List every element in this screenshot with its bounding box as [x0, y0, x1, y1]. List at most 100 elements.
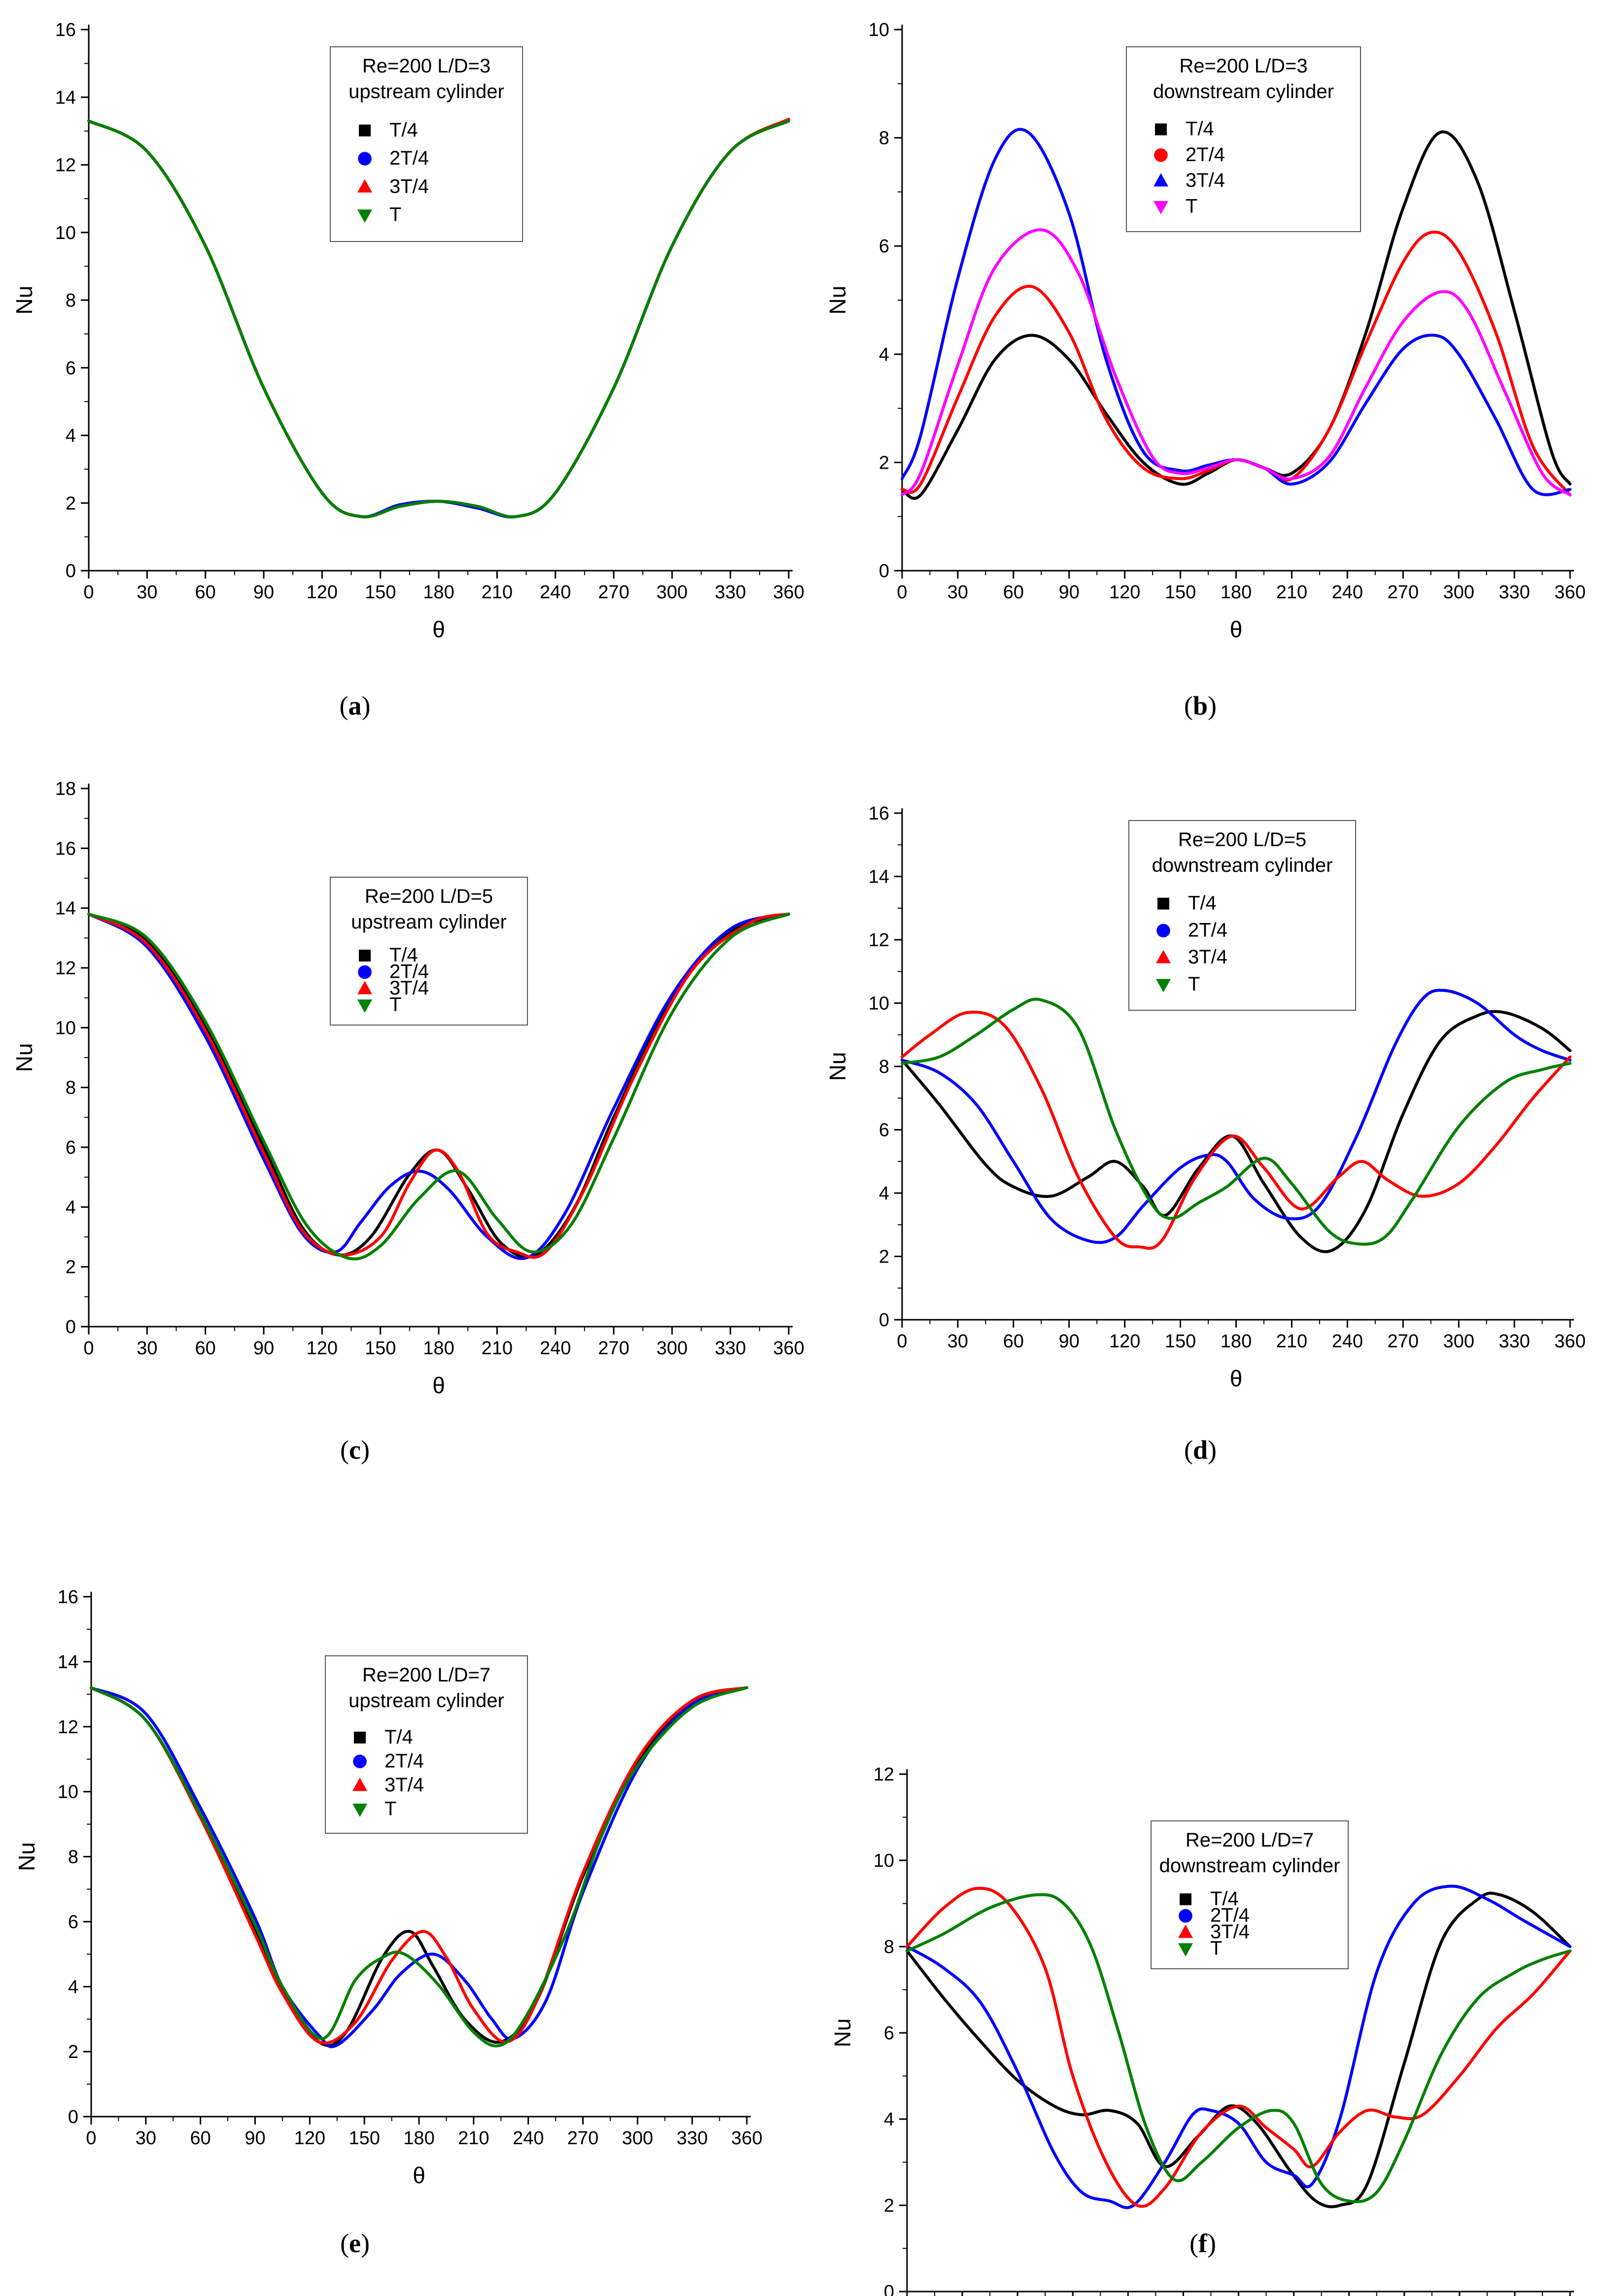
- legend-marker: [1178, 1943, 1193, 1957]
- series-line-2t-4: [90, 1686, 748, 2049]
- legend-entry-label: T: [389, 994, 401, 1016]
- legend-marker: [358, 965, 372, 979]
- y-tick-label: 0: [884, 2282, 894, 2296]
- y-tick-label: 4: [879, 344, 889, 365]
- caption-letter: c: [349, 1435, 361, 1465]
- x-tick-label: 90: [253, 1338, 274, 1359]
- legend-marker: [359, 124, 371, 137]
- x-tick-label: 180: [423, 582, 454, 603]
- series-line-t: [90, 1686, 748, 2048]
- legend-title: downstream cylinder: [1153, 81, 1334, 103]
- legend-box: [1126, 46, 1361, 232]
- x-tick-label: 150: [349, 2128, 380, 2149]
- x-tick-label: 330: [676, 2128, 707, 2149]
- legend-marker: [1178, 1924, 1193, 1938]
- y-tick-label: 4: [68, 1977, 78, 1997]
- series-line-t: [906, 1893, 1572, 2203]
- panel-caption: (a): [340, 691, 371, 720]
- legend-box: [330, 46, 523, 242]
- legend-title: downstream cylinder: [1152, 855, 1333, 876]
- x-tick-label: 360: [1554, 582, 1585, 603]
- legend-entry-label: 3T/4: [389, 175, 429, 197]
- legend-marker: [357, 209, 372, 223]
- panel-caption: (b): [1184, 691, 1217, 720]
- x-tick-label: 270: [1388, 582, 1419, 603]
- legend-marker: [1155, 123, 1167, 136]
- legend-marker: [1157, 897, 1169, 910]
- x-tick-label: 120: [1109, 1331, 1140, 1352]
- y-axis-label: Nu: [14, 1842, 39, 1871]
- y-tick-label: 16: [58, 1587, 78, 1608]
- legend-title: upstream cylinder: [351, 911, 507, 933]
- x-tick-label: 300: [657, 582, 688, 603]
- y-tick-label: 16: [55, 838, 76, 859]
- x-tick-label: 360: [773, 1338, 804, 1359]
- legend-title: Re=200 L/D=7: [1186, 1829, 1314, 1851]
- chart-panel-b: 0 30 60 90 120 150 180 210 240 270 300 330 360 0 2 4 6 8 1…: [825, 20, 1586, 720]
- x-axis-label: θ: [1230, 1366, 1243, 1391]
- y-tick-label: 16: [869, 803, 889, 824]
- x-tick-label: 330: [715, 1338, 746, 1359]
- legend: Re=200 L/D=5 upstream cylinder T/42T/43T/4…: [330, 877, 528, 1026]
- x-tick-label: 30: [137, 582, 157, 603]
- caption-paren-open: (: [340, 1435, 349, 1465]
- x-tick-label: 180: [423, 1338, 454, 1359]
- legend-entry-label: 2T/4: [389, 147, 429, 169]
- x-tick-label: 0: [83, 1338, 94, 1359]
- legend: Re=200 L/D=3 upstream cylinder T/4 2T/4 3T/4…: [330, 46, 523, 242]
- legend: Re=200 L/D=3 downstream cylinder T/4 2T/4 3T…: [1126, 46, 1361, 232]
- y-tick-label: 6: [879, 1120, 889, 1141]
- legend-entry-label: 3T/4: [389, 977, 429, 999]
- legend-entry-label: T: [1210, 1938, 1222, 1959]
- x-tick-label: 270: [598, 582, 629, 603]
- x-axis-label: θ: [413, 2162, 425, 2188]
- y-tick-label: 2: [66, 1257, 76, 1278]
- series-line-2t-4: [87, 912, 790, 1260]
- y-tick-label: 10: [55, 1018, 76, 1038]
- caption-paren-open: (: [340, 691, 349, 720]
- x-tick-label: 360: [731, 2128, 762, 2149]
- legend-marker: [1156, 950, 1171, 963]
- x-tick-label: 330: [1499, 582, 1530, 603]
- x-tick-label: 150: [1165, 582, 1196, 603]
- series-line-t: [87, 119, 790, 518]
- y-tick-label: 10: [55, 223, 76, 243]
- panels: 0 30 60 90 120 150 180 210 240 270 300 330 360024681…: [11, 20, 1586, 2296]
- y-tick-label: 8: [884, 1937, 894, 1957]
- x-tick-label: 0: [83, 582, 94, 603]
- y-tick-label: 8: [879, 128, 889, 149]
- x-tick-label: 210: [482, 1338, 513, 1359]
- x-tick-label: 210: [482, 582, 513, 603]
- y-tick-label: 0: [68, 2107, 78, 2127]
- y-tick-label: 4: [879, 1183, 889, 1204]
- x-axis-label: θ: [432, 617, 445, 642]
- legend-entry-label: 2T/4: [385, 1750, 424, 1772]
- y-tick-label: 6: [66, 358, 76, 378]
- y-axis-label: Nu: [830, 2019, 855, 2048]
- y-tick-label: 4: [884, 2109, 894, 2130]
- caption-paren-close: ): [1208, 691, 1217, 720]
- legend-title: upstream cylinder: [349, 81, 504, 103]
- caption-letter: a: [349, 691, 362, 720]
- y-axis-label: Nu: [11, 286, 37, 315]
- panel-caption: (d): [1184, 1435, 1217, 1465]
- legend-marker: [1180, 1893, 1191, 1906]
- x-tick-label: 330: [1499, 1331, 1530, 1352]
- x-tick-label: 210: [1276, 1331, 1307, 1352]
- x-tick-label: 30: [947, 1331, 968, 1352]
- x-axis-label: θ: [432, 1372, 445, 1398]
- x-tick-label: 330: [715, 582, 746, 603]
- caption-letter: e: [349, 2228, 361, 2258]
- x-tick-label: 60: [195, 1338, 216, 1359]
- x-tick-label: 360: [773, 582, 804, 603]
- x-tick-label: 360: [1554, 1331, 1585, 1352]
- panel-caption: (e): [340, 2228, 370, 2258]
- legend-entry-label: T/4: [385, 1726, 413, 1748]
- chart-panel-a: 0 30 60 90 120 150 180 210 240 270 300 330 360 0 2 4 6 8 1…: [11, 20, 804, 720]
- y-tick-label: 4: [66, 426, 76, 446]
- y-tick-label: 6: [66, 1137, 76, 1158]
- series-line-t: [901, 228, 1572, 497]
- series-line-t-4: [906, 1891, 1572, 2208]
- legend-marker: [1179, 1909, 1192, 1923]
